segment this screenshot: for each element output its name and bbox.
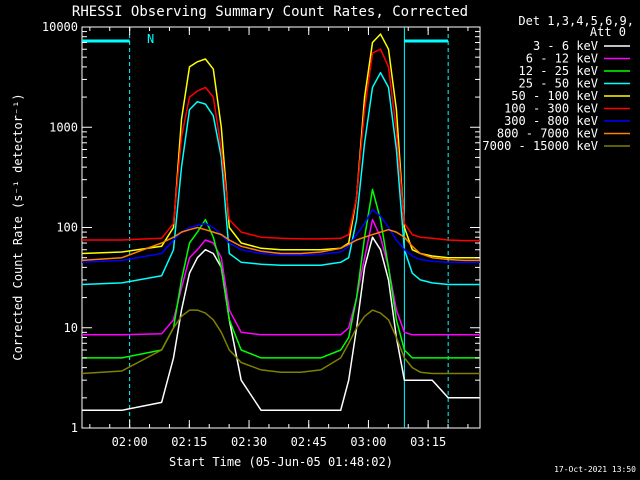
series-line xyxy=(82,218,480,336)
legend-entry-label: 12 - 25 keV xyxy=(519,64,598,78)
y-tick-label: 1000 xyxy=(49,120,78,134)
legend-entry-label: 7000 - 15000 keV xyxy=(482,139,598,153)
x-axis: 02:00 02:15 02:30 02:45 03:00 03:15 xyxy=(89,27,469,449)
legend-entry-label: 6 - 12 keV xyxy=(526,52,598,66)
series-line xyxy=(82,188,480,359)
series-line xyxy=(81,309,480,375)
series-line xyxy=(81,226,480,262)
x-tick-label: 03:00 xyxy=(350,435,386,449)
legend-entry-label: 50 - 100 keV xyxy=(511,89,598,103)
x-axis-label: Start Time (05-Jun-05 01:48:02) xyxy=(169,455,393,469)
series-lines xyxy=(81,33,480,412)
y-tick-label: 10 xyxy=(64,321,78,335)
legend-entry-label: 300 - 800 keV xyxy=(504,114,598,128)
x-tick-label: 02:00 xyxy=(112,435,148,449)
legend-entry-label: 3 - 6 keV xyxy=(533,39,598,53)
x-tick-label: 03:15 xyxy=(410,435,446,449)
legend-header-line2: Att 0 xyxy=(590,25,626,39)
series-line xyxy=(81,71,480,286)
footer-timestamp: 17-Oct-2021 13:50 xyxy=(554,465,636,474)
x-tick-label: 02:30 xyxy=(231,435,267,449)
y-tick-label: 10000 xyxy=(42,20,78,34)
x-tick-label: 02:15 xyxy=(171,435,207,449)
chart-title: RHESSI Observing Summary Count Rates, Co… xyxy=(72,4,468,20)
legend-entry-label: 25 - 50 keV xyxy=(519,77,598,91)
x-tick-label: 02:45 xyxy=(291,435,327,449)
legend-entry-label: 800 - 7000 keV xyxy=(497,127,598,141)
legend-entry-label: 100 - 300 keV xyxy=(504,102,598,116)
y-tick-label: 100 xyxy=(56,221,78,235)
series-line xyxy=(81,33,480,259)
y-axis: 1 10 100 1000 10000 xyxy=(42,20,480,435)
series-line xyxy=(81,209,480,264)
y-tick-label: 1 xyxy=(71,421,78,435)
series-line xyxy=(82,48,480,242)
annotation-n: N xyxy=(147,32,154,46)
series-line xyxy=(82,236,480,412)
y-axis-label: Corrected Count Rate (s⁻¹ detector⁻¹) xyxy=(11,93,25,360)
plot-area: 1 10 100 1000 10000 02:00 02:15 02:30 02:45 03:0… xyxy=(42,20,481,449)
legend-header-line1: Det 1,3,4,5,6,9, xyxy=(518,14,634,28)
